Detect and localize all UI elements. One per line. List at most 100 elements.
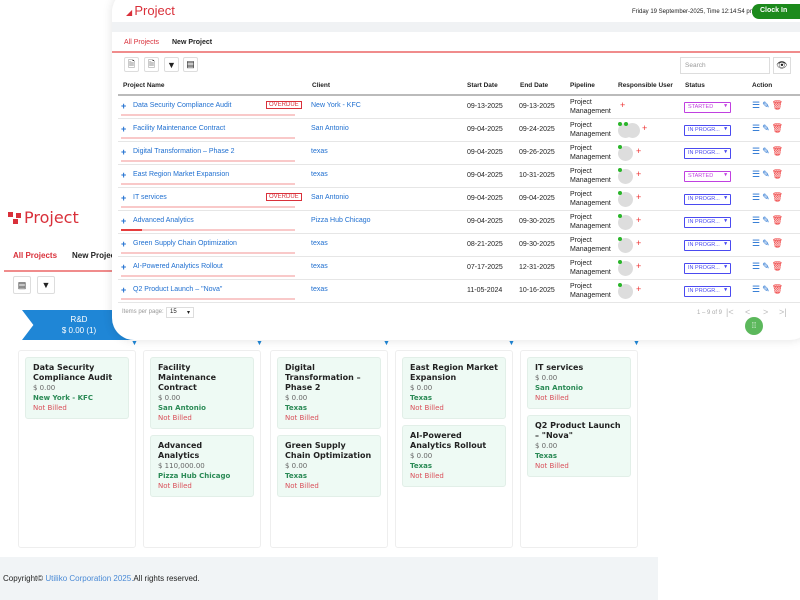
edit-icon[interactable]: ✎ [762,169,772,179]
client-link[interactable]: San Antonio [311,194,349,201]
delete-icon[interactable]: 🗑 [771,261,786,271]
project-name-link[interactable]: Q2 Product Launch – "Nova" [133,286,223,293]
column-menu-icon[interactable]: ▼ [383,340,390,347]
column-menu-icon[interactable]: ▼ [508,340,515,347]
clock-in-button[interactable]: Clock In [752,4,800,19]
client-link[interactable]: texas [311,171,328,178]
column-header[interactable]: End Date [520,82,549,89]
project-card[interactable]: Q2 Product Launch – "Nova" $ 0.00 Texas Not… [527,415,631,477]
add-user-icon[interactable]: + [636,169,642,179]
client-link[interactable]: San Antonio [311,125,349,132]
project-card[interactable]: IT services $ 0.00 San Antonio Not Billed [527,357,631,409]
project-card[interactable]: East Region Market Expansion $ 0.00 Texas N… [402,357,506,419]
columns-icon[interactable]: ▤ [183,57,198,72]
list-icon[interactable]: ☰ [752,261,763,271]
edit-icon[interactable]: ✎ [762,100,772,110]
filter-icon[interactable]: ▼ [37,276,55,294]
next-page-icon[interactable]: > [763,307,769,317]
column-menu-icon[interactable]: ▼ [633,340,640,347]
delete-icon[interactable]: 🗑 [771,238,786,248]
delete-icon[interactable]: 🗑 [771,284,786,294]
prev-page-icon[interactable]: < [745,307,751,317]
status-select[interactable]: STARTED ▾ [684,102,731,113]
project-card[interactable]: Data Security Compliance Audit $ 0.00 New … [25,357,129,419]
delete-icon[interactable]: 🗑 [771,146,786,156]
list-icon[interactable]: ☰ [752,284,763,294]
status-select[interactable]: STARTED ▾ [684,171,731,182]
columns-icon[interactable]: ▤ [13,276,31,294]
search-input[interactable]: Search [680,57,770,74]
expand-icon[interactable]: + [121,101,127,111]
status-select[interactable]: IN PROGR... ▾ [684,125,731,136]
project-name-link[interactable]: Digital Transformation – Phase 2 [133,148,235,155]
project-card[interactable]: Green Supply Chain Optimization $ 0.00 Tex… [277,435,381,497]
list-icon[interactable]: ☰ [752,169,763,179]
add-user-icon[interactable]: + [636,192,642,202]
project-card[interactable]: Facility Maintenance Contract $ 0.00 San A… [150,357,254,429]
tab-new-project[interactable]: New Project [72,251,118,260]
expand-icon[interactable]: + [121,147,127,157]
status-select[interactable]: IN PROGR... ▾ [684,286,731,297]
delete-icon[interactable]: 🗑 [771,169,786,179]
project-name-link[interactable]: Green Supply Chain Optimization [133,240,237,247]
column-header[interactable]: Project Name [123,82,165,89]
delete-icon[interactable]: 🗑 [771,215,786,225]
delete-icon[interactable]: 🗑 [771,123,786,133]
expand-icon[interactable]: + [121,170,127,180]
expand-icon[interactable]: + [121,285,127,295]
project-name-link[interactable]: Data Security Compliance Audit [133,102,232,109]
tab-all-projects[interactable]: All Projects [13,251,58,260]
status-select[interactable]: IN PROGR... ▾ [684,240,731,251]
project-card[interactable]: AI-Powered Analytics Rollout $ 0.00 Texas N… [402,425,506,487]
expand-icon[interactable]: + [121,124,127,134]
project-name-link[interactable]: Facility Maintenance Contract [133,125,226,132]
column-menu-icon[interactable]: ▼ [256,340,263,347]
first-page-icon[interactable]: |< [726,307,734,317]
column-header[interactable]: Start Date [467,82,498,89]
list-icon[interactable]: ☰ [752,215,763,225]
edit-icon[interactable]: ✎ [762,146,772,156]
delete-icon[interactable]: 🗑 [771,100,786,110]
column-header[interactable]: Client [312,82,331,89]
column-header[interactable]: Responsible User [618,82,673,89]
status-select[interactable]: IN PROGR... ▾ [684,263,731,274]
list-icon[interactable]: ☰ [752,146,763,156]
eye-icon[interactable]: 👁 [773,57,791,74]
client-link[interactable]: texas [311,148,328,155]
tab-new-project[interactable]: New Project [172,39,213,46]
edit-icon[interactable]: ✎ [762,238,772,248]
delete-icon[interactable]: 🗑 [771,192,786,202]
list-icon[interactable]: ☰ [752,100,763,110]
export-pdf-icon[interactable]: 🗎 [124,57,139,72]
list-icon[interactable]: ☰ [752,123,763,133]
project-card[interactable]: Advanced Analytics $ 110,000.00 Pizza Hub … [150,435,254,497]
add-user-icon[interactable]: + [636,238,642,248]
project-name-link[interactable]: Advanced Analytics [133,217,194,224]
column-header[interactable]: Action [752,82,773,89]
status-select[interactable]: IN PROGR... ▾ [684,217,731,228]
project-card[interactable]: Digital Transformation – Phase 2 $ 0.00 Te… [277,357,381,429]
project-name-link[interactable]: East Region Market Expansion [133,171,230,178]
add-user-icon[interactable]: + [642,123,648,133]
export-file-icon[interactable]: 🗎 [144,57,159,72]
add-user-icon[interactable]: + [636,261,642,271]
last-page-icon[interactable]: >| [779,307,787,317]
status-select[interactable]: IN PROGR... ▾ [684,148,731,159]
add-user-icon[interactable]: + [636,146,642,156]
project-name-link[interactable]: IT services [133,194,167,201]
company-link[interactable]: Utiliko Corporation 2025. [45,574,134,583]
status-select[interactable]: IN PROGR... ▾ [684,194,731,205]
add-user-icon[interactable]: + [636,215,642,225]
project-name-link[interactable]: AI-Powered Analytics Rollout [133,263,223,270]
expand-icon[interactable]: + [121,216,127,226]
add-user-icon[interactable]: + [620,100,626,110]
client-link[interactable]: texas [311,240,328,247]
edit-icon[interactable]: ✎ [762,192,772,202]
list-icon[interactable]: ☰ [752,192,763,202]
client-link[interactable]: texas [311,286,328,293]
apps-fab-icon[interactable]: ⁞⁞ [745,317,763,335]
expand-icon[interactable]: + [121,239,127,249]
client-link[interactable]: New York - KFC [311,102,361,109]
edit-icon[interactable]: ✎ [762,284,772,294]
edit-icon[interactable]: ✎ [762,123,772,133]
